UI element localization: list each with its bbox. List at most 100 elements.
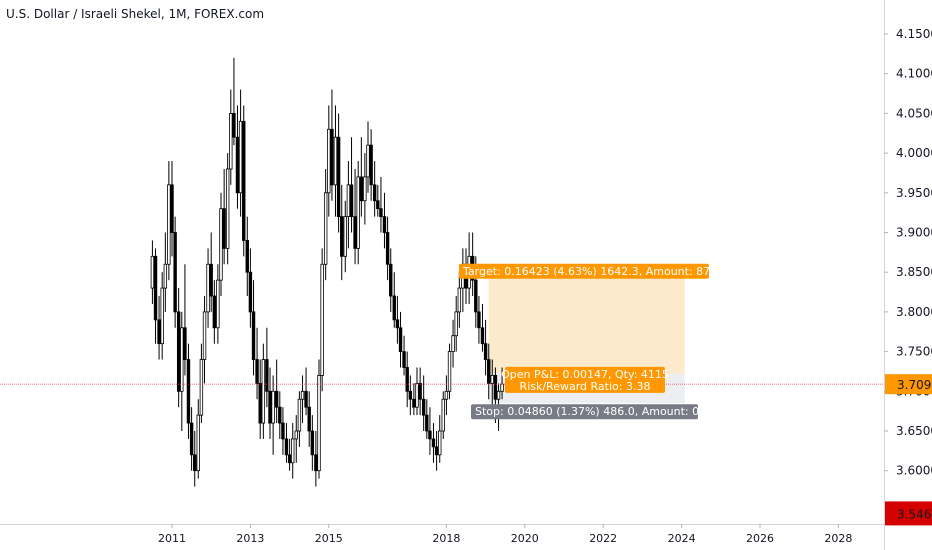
target-label-box (459, 263, 709, 279)
candle (245, 216, 249, 297)
candle (447, 343, 452, 400)
candle-body (457, 287, 462, 313)
candle-body (222, 208, 226, 249)
candle-body (304, 390, 308, 408)
candle (320, 248, 324, 392)
candle-body (251, 311, 256, 360)
candle (242, 105, 246, 257)
candle-body (418, 382, 422, 400)
candle (281, 407, 285, 455)
candle-body (255, 359, 259, 384)
candle-body (307, 406, 311, 432)
y-tick-label: 4.0500 (896, 106, 932, 120)
candle (314, 431, 318, 487)
candle-body (363, 176, 367, 202)
candle (379, 176, 383, 233)
candle-body (483, 343, 488, 360)
candle (271, 375, 275, 455)
target-zone (488, 277, 685, 374)
candle-body (421, 398, 426, 416)
candle (415, 367, 419, 416)
low-price-badge (885, 501, 932, 526)
candle-body (157, 319, 161, 345)
current-price-badge (885, 374, 932, 395)
candle-body (287, 454, 292, 464)
candle (490, 359, 494, 408)
x-tick-label: 2022 (589, 532, 617, 545)
candle (385, 216, 390, 281)
candle-body (258, 382, 262, 424)
candle-body (225, 168, 230, 249)
candle (317, 359, 321, 479)
candle-body (261, 359, 266, 424)
time-axis[interactable]: 2011 2013 2015 2018 2020 2022 2024 2026 2028 (158, 524, 852, 545)
candle-body (398, 327, 403, 352)
candle (369, 129, 373, 201)
x-tick-label: 2011 (158, 532, 186, 545)
candle (356, 161, 360, 265)
pnl-label-box (505, 366, 665, 393)
candle-body (389, 263, 393, 297)
candle-body (297, 398, 302, 432)
candle-body (493, 375, 498, 400)
candle-body (238, 120, 243, 194)
candle (229, 89, 233, 185)
candle-body (300, 390, 305, 400)
candle-body (359, 176, 364, 202)
candle (216, 264, 220, 344)
candle-body (199, 359, 204, 416)
candle-body (268, 390, 272, 424)
candle (255, 327, 259, 400)
candle (235, 105, 240, 209)
y-tick-label: 3.8000 (896, 305, 932, 319)
candle (300, 375, 305, 424)
position-labels: Target: 0.16423 (4.63%) 1642.3, Amount: … (459, 263, 735, 420)
x-tick-label: 2020 (511, 532, 539, 545)
candle (173, 216, 177, 328)
candle (206, 248, 210, 328)
candle (372, 161, 377, 217)
candle (382, 192, 387, 249)
candle (418, 367, 422, 416)
candle (431, 423, 436, 463)
price-axis[interactable]: 4.1500 4.1000 4.0500 4.0000 3.9500 3.9000 3.85… (884, 27, 932, 526)
candle (487, 343, 491, 400)
candle-body (349, 184, 354, 218)
candle-body (202, 311, 207, 360)
candle-body (314, 454, 318, 472)
candle-body (487, 359, 491, 384)
candle (170, 161, 174, 257)
candle (209, 232, 213, 312)
candle (251, 280, 256, 376)
candle-body (333, 136, 338, 186)
candle-body (186, 359, 191, 424)
candle (428, 407, 432, 455)
candle (186, 343, 191, 439)
candle (274, 359, 279, 424)
x-tick-label: 2026 (746, 532, 774, 545)
candle (441, 391, 445, 439)
candle (180, 311, 184, 431)
candle (444, 375, 449, 416)
candle-body (408, 390, 413, 400)
candle-body (327, 128, 331, 194)
candle (189, 407, 194, 471)
candle-body (216, 279, 220, 329)
candle (392, 272, 396, 328)
candle (163, 232, 168, 312)
candle-body (366, 144, 370, 178)
candle (199, 343, 204, 424)
candle-body (153, 255, 158, 321)
y-tick-label: 3.8500 (896, 265, 932, 279)
candle-body (278, 406, 282, 424)
candle-body (376, 200, 380, 210)
y-tick-label: 3.9500 (896, 186, 932, 200)
candle-body (441, 398, 445, 432)
candle (408, 375, 413, 416)
candle (461, 248, 465, 312)
candle-body (480, 327, 485, 345)
candle (336, 113, 341, 233)
candle-body (340, 216, 344, 257)
